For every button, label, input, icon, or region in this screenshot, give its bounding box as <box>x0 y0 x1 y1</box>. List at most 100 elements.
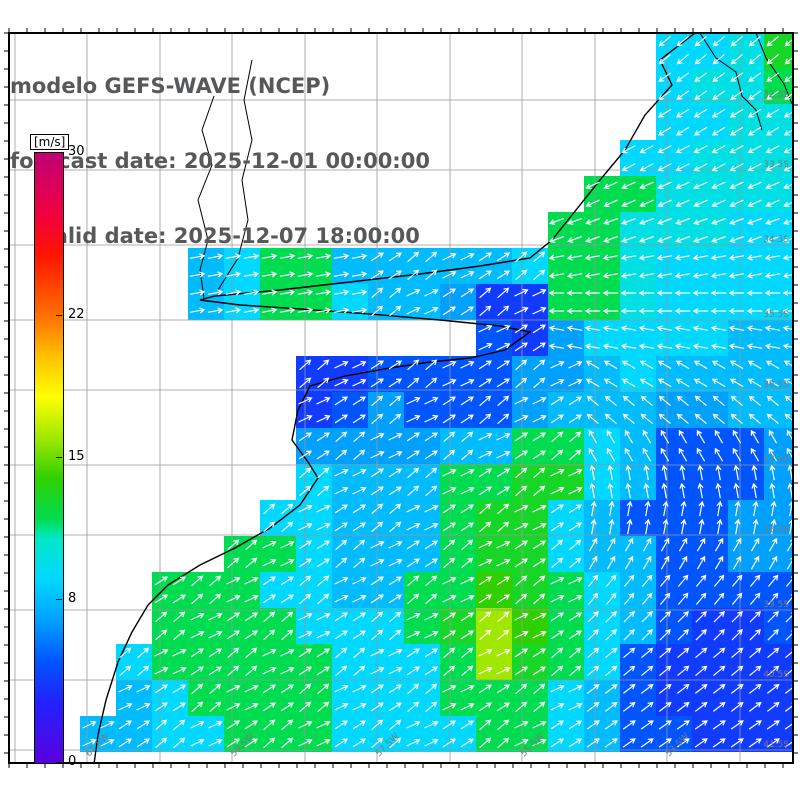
wave-cell <box>476 464 512 500</box>
wave-cell <box>692 248 728 284</box>
lat-label: 38.5S <box>763 525 789 535</box>
lat-label: 36.5S <box>763 380 789 390</box>
lat-label: 35.5S <box>763 310 789 320</box>
coast-detail-line <box>755 33 793 105</box>
wave-cell <box>656 284 692 320</box>
coast-detail-line <box>699 33 763 131</box>
wave-cell <box>548 248 584 284</box>
wave-cell <box>728 716 764 752</box>
wave-cell <box>692 284 728 320</box>
wave-cell <box>512 320 548 356</box>
wave-cell <box>368 680 404 716</box>
wave-cell <box>548 608 584 644</box>
colorbar-tick-label: 15 <box>68 449 85 464</box>
colorbar-tick-mark <box>56 152 62 153</box>
colorbar-tick-label: 22 <box>68 306 85 322</box>
wave-cell <box>440 716 476 752</box>
wave-cell <box>764 500 793 536</box>
lat-label: 40.5S <box>763 670 789 680</box>
lat-label: 39.5S <box>763 600 789 610</box>
wave-cell <box>692 464 728 500</box>
colorbar-unit-label: [m/s] <box>30 134 70 150</box>
wave-cell <box>548 716 584 752</box>
wave-cell <box>440 500 476 536</box>
wave-cell <box>404 644 440 680</box>
wave-cell <box>368 356 404 392</box>
wave-cell <box>332 284 368 320</box>
wave-cell <box>476 356 512 392</box>
wave-cell <box>764 680 793 716</box>
wave-cell <box>152 680 188 716</box>
wave-cell <box>656 464 692 500</box>
wave-cell <box>296 536 332 572</box>
wave-cell <box>332 716 368 752</box>
wave-cell <box>656 500 692 536</box>
wave-cell <box>188 644 224 680</box>
wave-cell <box>476 572 512 608</box>
wave-height-cells <box>80 33 793 752</box>
wave-cell <box>620 716 656 752</box>
colorbar-tick-mark <box>56 762 62 763</box>
wave-cell <box>728 320 764 356</box>
wave-cell <box>656 248 692 284</box>
wave-cell <box>224 716 260 752</box>
colorbar-tick-mark <box>56 599 62 601</box>
graticule <box>9 33 793 763</box>
colorbar-tick-mark <box>56 457 62 458</box>
model-title: modelo GEFS-WAVE (NCEP) <box>10 74 331 98</box>
colorbar-gradient <box>34 152 64 764</box>
wave-cell <box>584 320 620 356</box>
wave-cell <box>584 716 620 752</box>
wave-cell <box>728 284 764 320</box>
wave-cell <box>332 500 368 536</box>
wave-cell <box>512 644 548 680</box>
wave-cell <box>368 464 404 500</box>
wave-cell <box>584 464 620 500</box>
wave-cell <box>656 104 692 140</box>
wave-cell <box>764 536 793 572</box>
wave-cell <box>728 68 764 104</box>
colorbar-tick-label: 8 <box>68 591 77 607</box>
wave-cell <box>728 248 764 284</box>
wave-cell <box>152 572 188 608</box>
wave-cell <box>224 608 260 644</box>
wave-cell <box>368 572 404 608</box>
wave-cell <box>116 716 152 752</box>
wave-cell <box>728 464 764 500</box>
wave-cell <box>692 500 728 536</box>
wave-cell <box>620 320 656 356</box>
wave-cell <box>296 644 332 680</box>
wave-cell <box>764 248 793 284</box>
wave-cell <box>512 428 548 464</box>
wave-cell <box>764 464 793 500</box>
wave-cell <box>656 716 692 752</box>
wave-cell <box>728 500 764 536</box>
forecast-date-label: forecast date: 2025-12-01 00:00:00 <box>10 149 430 173</box>
wind-arrows <box>82 35 793 749</box>
colorbar-tick-label: 30 <box>68 144 85 159</box>
wave-cell <box>692 68 728 104</box>
colorbar-tick-label: 0 <box>68 754 77 769</box>
wave-cell <box>620 284 656 320</box>
wave-cell <box>656 320 692 356</box>
wave-cell <box>476 680 512 716</box>
lat-label: 37.5S <box>763 455 789 465</box>
wave-cell <box>260 572 296 608</box>
wave-cell <box>620 464 656 500</box>
wave-cell <box>656 68 692 104</box>
wave-cell <box>404 428 440 464</box>
wave-cell <box>764 284 793 320</box>
wave-cell <box>548 500 584 536</box>
map-frame <box>8 32 794 764</box>
wave-cell <box>260 680 296 716</box>
wave-cell <box>584 284 620 320</box>
river-line <box>197 95 215 299</box>
wave-cell <box>296 428 332 464</box>
wave-cell <box>692 320 728 356</box>
colorbar-tick-mark <box>56 314 62 316</box>
wave-cell <box>440 392 476 428</box>
wave-cell <box>512 536 548 572</box>
wave-cell <box>620 500 656 536</box>
